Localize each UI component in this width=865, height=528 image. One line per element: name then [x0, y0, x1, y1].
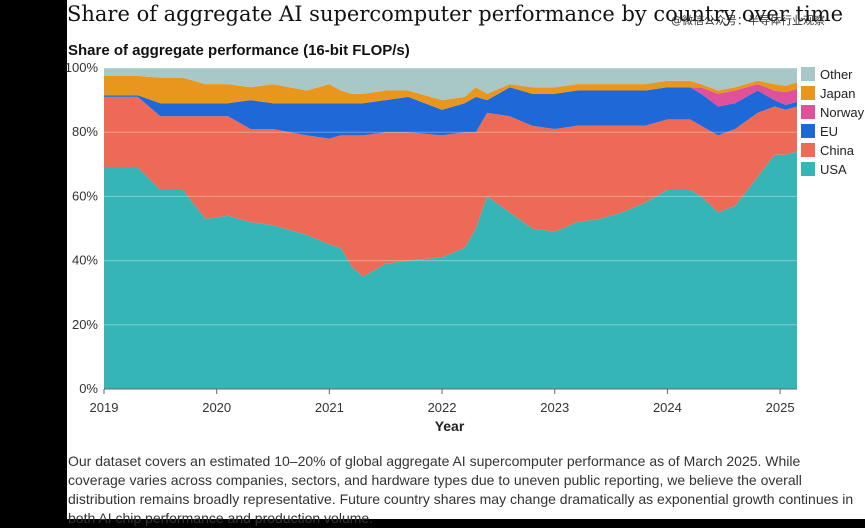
legend-swatch — [801, 162, 815, 176]
legend-item-other: Other — [801, 67, 853, 83]
area-china — [104, 96, 797, 277]
legend-label: USA — [820, 162, 847, 177]
legend-swatch — [801, 105, 815, 119]
legend-item-japan: Japan — [801, 86, 855, 102]
legend-item-norway: Norway — [801, 105, 864, 121]
y-tick-label: 0% — [79, 381, 98, 396]
area-series-group — [104, 68, 797, 389]
caption: Our dataset covers an estimated 10–20% o… — [68, 453, 854, 526]
legend-item-usa: USA — [801, 162, 847, 178]
legend-swatch — [801, 124, 815, 138]
x-tick-label: 2025 — [766, 400, 795, 415]
x-tick-label: 2019 — [90, 400, 119, 415]
y-tick-label: 60% — [72, 188, 98, 203]
legend-swatch — [801, 67, 815, 81]
legend-label: China — [820, 143, 854, 158]
page-title: Share of aggregate AI supercomputer perf… — [67, 2, 844, 26]
legend-label: Japan — [820, 86, 856, 101]
x-tick-label: 2020 — [202, 400, 231, 415]
watermark: @微信公众号：半导体行业观察 — [671, 14, 825, 27]
area-usa — [104, 151, 797, 389]
gridlines — [104, 67, 797, 326]
x-axis-label: Year — [435, 418, 465, 434]
x-tick-label: 2024 — [653, 400, 682, 415]
legend-item-china: China — [801, 143, 854, 159]
area-japan — [104, 76, 797, 110]
area-other — [104, 68, 797, 101]
legend-label: Norway — [820, 105, 865, 120]
legend-swatch — [801, 86, 815, 100]
legend-label: Other — [820, 67, 853, 82]
legend-item-eu: EU — [801, 124, 838, 140]
x-tick-label: 2021 — [315, 400, 344, 415]
x-tick-label: 2023 — [540, 400, 569, 415]
y-tick-label: 40% — [72, 253, 98, 268]
legend-swatch — [801, 143, 815, 157]
area-eu — [104, 87, 797, 139]
y-tick-label: 100% — [65, 60, 99, 75]
axes: 0% 20% 40% 60% 80% 100% 2019 2020 2021 2022 2023 20… — [65, 60, 797, 434]
legend-label: EU — [820, 124, 839, 139]
x-tick-label: 2022 — [428, 400, 457, 415]
y-tick-label: 20% — [72, 317, 98, 332]
y-tick-label: 80% — [72, 124, 98, 139]
chart-title: Share of aggregate performance (16-bit F… — [68, 42, 410, 59]
